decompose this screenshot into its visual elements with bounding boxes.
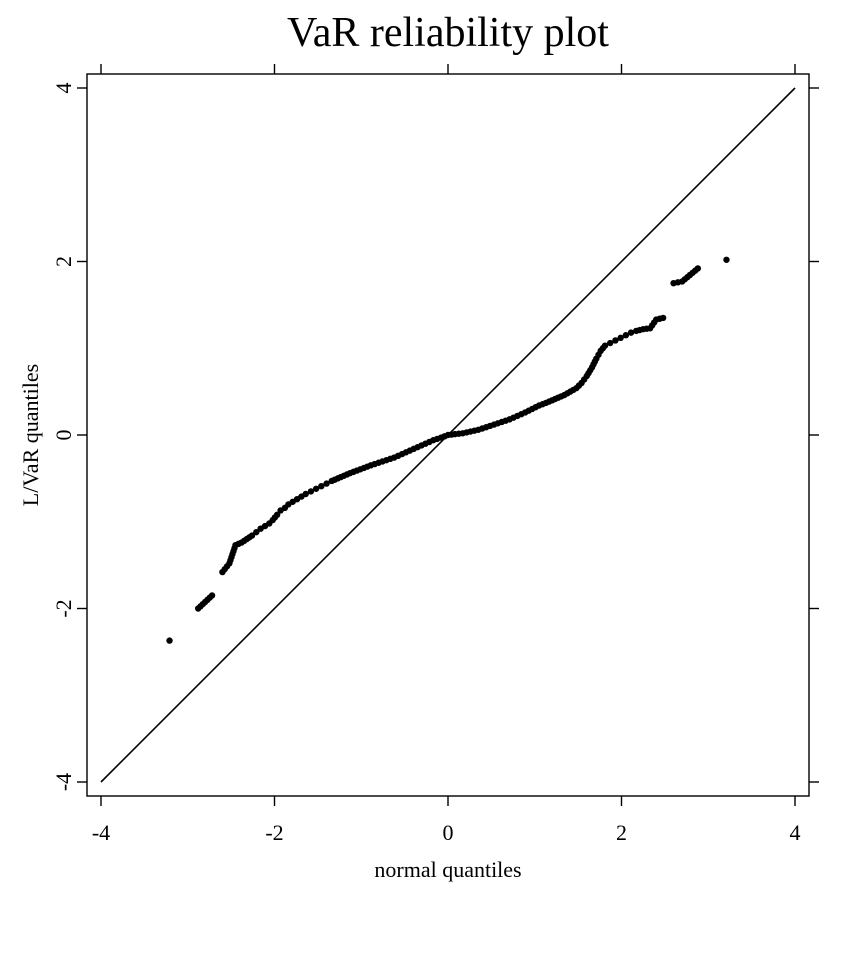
data-point	[302, 490, 309, 498]
data-point	[448, 431, 455, 438]
data-point	[551, 395, 559, 403]
data-point	[246, 534, 253, 541]
data-point	[364, 463, 371, 470]
data-point	[580, 376, 588, 383]
x-tick-label: -2	[265, 820, 283, 845]
data-point	[350, 468, 357, 476]
data-point	[357, 466, 364, 473]
data-point	[525, 407, 532, 414]
data-point	[471, 427, 478, 434]
data-point	[410, 445, 417, 453]
axis-tick-labels: -4 -2 0 2 4 -4 -2 0 2 4	[51, 83, 801, 846]
y-tick-label: 0	[51, 430, 76, 441]
data-point	[331, 476, 338, 483]
data-point	[479, 425, 486, 432]
x-tick-label: -4	[92, 820, 110, 845]
y-axis-label: L/VaR quantiles	[18, 364, 43, 506]
data-point	[643, 325, 650, 332]
x-tick-label: 2	[616, 820, 627, 845]
chart-title: VaR reliability plot	[287, 10, 609, 56]
data-point	[570, 386, 577, 394]
data-point	[418, 442, 425, 449]
data-point	[323, 480, 330, 487]
data-point	[674, 279, 682, 286]
data-point	[240, 537, 248, 545]
x-tick-label: 0	[443, 820, 454, 845]
data-point	[455, 430, 463, 437]
data-point	[337, 473, 345, 481]
y-tick-label: -4	[51, 773, 76, 791]
data-point	[545, 398, 553, 405]
data-point	[636, 326, 643, 334]
data-point	[595, 351, 602, 358]
data-point	[607, 339, 614, 347]
data-point	[617, 334, 624, 342]
data-point	[494, 420, 502, 427]
data-point	[612, 337, 619, 344]
data-point	[564, 390, 571, 397]
data-point	[599, 345, 607, 352]
data-point	[253, 528, 260, 536]
data-point	[441, 433, 448, 440]
data-point	[463, 429, 470, 436]
data-point	[166, 637, 173, 644]
data-point	[650, 319, 658, 326]
data-point	[622, 332, 630, 339]
data-point	[271, 514, 279, 521]
data-point	[371, 460, 378, 468]
data-point	[532, 404, 539, 411]
axis-ticks	[77, 64, 819, 806]
data-point	[223, 563, 231, 570]
data-point	[312, 485, 320, 492]
data-point	[318, 482, 325, 490]
data-point	[539, 401, 546, 408]
data-points	[166, 256, 730, 644]
x-axis-label: normal quantiles	[374, 857, 521, 882]
data-point	[433, 435, 441, 443]
data-point	[379, 458, 386, 465]
y-tick-label: -2	[51, 599, 76, 617]
data-point	[656, 315, 663, 322]
data-point	[591, 358, 599, 365]
data-point	[343, 471, 351, 478]
data-point	[502, 417, 509, 424]
data-point	[575, 382, 583, 389]
y-tick-label: 4	[51, 83, 76, 94]
data-point	[402, 449, 410, 456]
data-point	[231, 545, 238, 552]
data-point	[394, 452, 402, 460]
data-point	[518, 410, 525, 418]
data-point	[206, 594, 213, 601]
data-point	[692, 267, 699, 274]
data-point	[486, 422, 494, 430]
y-tick-label: 2	[51, 256, 76, 267]
data-point	[558, 393, 565, 400]
data-point	[510, 414, 517, 421]
data-point	[387, 455, 394, 463]
x-tick-label: 4	[790, 820, 801, 845]
data-point	[426, 438, 433, 446]
data-point	[235, 540, 242, 548]
data-point	[307, 488, 315, 495]
data-point	[627, 329, 635, 336]
data-point	[587, 367, 594, 374]
data-point	[723, 256, 730, 263]
